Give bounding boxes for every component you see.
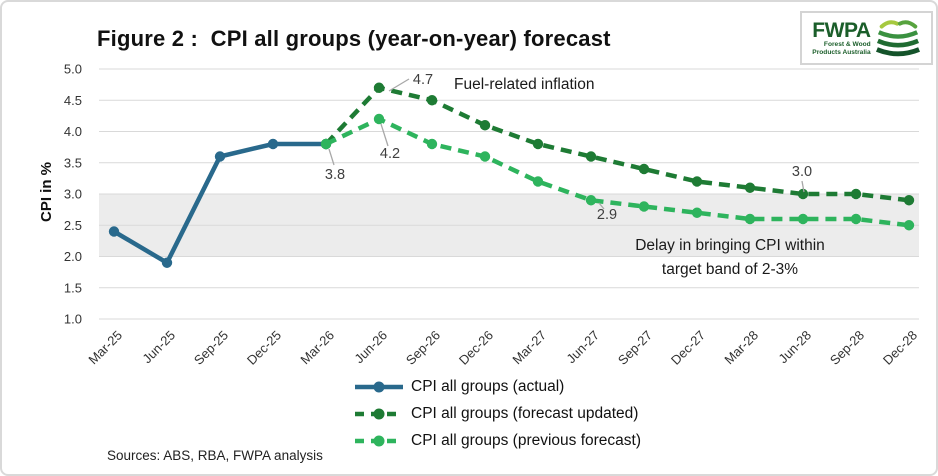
y-tick-label: 1.0 [64, 312, 82, 327]
series-marker-previous-forecast [797, 213, 809, 225]
note-text: Delay in bringing CPI within [635, 237, 825, 254]
series-marker-forecast-updated [373, 82, 385, 93]
y-tick-label: 2.5 [64, 218, 82, 233]
point-value-label: 4.7 [413, 72, 433, 88]
sources-text: Sources: ABS, RBA, FWPA analysis [107, 448, 323, 463]
legend-swatch-previous-forecast-icon [355, 435, 403, 446]
x-tick-label: Mar-25 [85, 328, 125, 368]
series-marker-actual [267, 138, 279, 150]
x-tick-label: Jun-27 [563, 328, 602, 367]
x-tick-label: Jun-26 [351, 328, 390, 367]
x-tick-label: Mar-26 [297, 328, 337, 368]
series-marker-previous-forecast [850, 213, 862, 225]
note-text: Fuel-related inflation [454, 76, 594, 93]
y-tick-label: 3.5 [64, 155, 82, 170]
series-marker-forecast-updated [479, 120, 491, 131]
fwpa-chevron-leaves-icon [875, 20, 920, 57]
y-tick-label: 1.5 [64, 280, 82, 295]
fwpa-logo-name: FWPA [812, 18, 871, 42]
x-tick-label: Dec-25 [244, 328, 284, 368]
y-tick-label: 4.5 [64, 93, 82, 108]
series-marker-actual [214, 151, 226, 162]
annotation-leader [801, 180, 805, 193]
series-marker-previous-forecast [903, 220, 915, 231]
x-tick-label: Dec-27 [668, 328, 708, 368]
series-line-previous-forecast [325, 116, 910, 228]
series-marker-previous-forecast [426, 138, 438, 150]
legend-item-previous-forecast: CPI all groups (previous forecast) [354, 427, 641, 454]
series-marker-forecast-updated [426, 95, 438, 106]
series-marker-actual [108, 226, 120, 237]
series-marker-forecast-updated [903, 195, 915, 206]
annotation-leader [388, 78, 410, 92]
legend-label: CPI all groups (previous forecast) [411, 431, 642, 449]
annotation-leader [380, 123, 389, 147]
legend-label: CPI all groups (actual) [411, 377, 565, 395]
x-tick-label: Mar-28 [721, 328, 761, 368]
y-tick-label: 2.0 [64, 249, 82, 264]
series-marker-previous-forecast [744, 213, 756, 225]
series-marker-previous-forecast [532, 176, 544, 187]
y-tick-label: 3.0 [64, 187, 82, 202]
series-marker-previous-forecast [320, 138, 332, 150]
legend-swatch-forecast-updated-icon [355, 408, 403, 419]
series-marker-previous-forecast [479, 151, 491, 162]
x-tick-label: Jun-25 [139, 328, 178, 367]
point-value-label: 3.8 [325, 167, 345, 183]
point-value-label: 4.2 [380, 146, 400, 162]
x-tick-label: Sep-26 [403, 328, 443, 368]
legend-item-forecast-updated: CPI all groups (forecast updated) [354, 400, 641, 427]
point-value-label: 2.9 [597, 207, 617, 223]
legend-swatch-actual-icon [355, 381, 403, 392]
fwpa-logo: FWPA Forest & Wood Products Australia [800, 11, 933, 65]
x-tick-label: Dec-28 [880, 328, 920, 368]
series-marker-forecast-updated [850, 188, 862, 200]
annotation-leader [598, 202, 605, 210]
fwpa-logo-tagline-1: Forest & Wood [823, 40, 871, 48]
series-marker-previous-forecast [691, 207, 703, 218]
x-tick-label: Sep-25 [191, 328, 231, 368]
point-value-label: 3.0 [792, 164, 812, 180]
fwpa-logo-text: FWPA Forest & Wood Products Australia [812, 18, 871, 56]
x-tick-label: Mar-27 [509, 328, 549, 368]
y-tick-label: 5.0 [64, 62, 82, 77]
series-marker-forecast-updated [744, 182, 756, 193]
series-marker-forecast-updated [797, 188, 809, 200]
x-tick-label: Sep-27 [615, 328, 655, 368]
note-text: target band of 2-3% [662, 261, 798, 278]
legend-label: CPI all groups (forecast updated) [411, 404, 639, 422]
series-line-forecast-updated [324, 85, 910, 203]
series-marker-forecast-updated [532, 138, 544, 150]
legend: CPI all groups (actual) CPI all groups (f… [354, 373, 641, 454]
x-tick-label: Dec-26 [456, 328, 496, 368]
x-tick-label: Sep-28 [827, 328, 867, 368]
y-tick-label: 4.0 [64, 124, 82, 139]
series-marker-previous-forecast [373, 113, 385, 125]
legend-item-actual: CPI all groups (actual) [354, 373, 641, 400]
series-marker-actual [161, 257, 173, 268]
series-marker-forecast-updated [691, 176, 703, 187]
series-marker-forecast-updated [638, 163, 650, 175]
chart-title: Figure 2 : CPI all groups (year-on-year)… [97, 26, 611, 51]
annotation-leader [328, 148, 335, 166]
series-marker-previous-forecast [585, 195, 597, 206]
series-marker-forecast-updated [585, 151, 597, 162]
series-marker-previous-forecast [638, 201, 650, 212]
fwpa-logo-tagline-2: Products Australia [812, 48, 871, 56]
x-tick-label: Jun-28 [775, 328, 814, 367]
